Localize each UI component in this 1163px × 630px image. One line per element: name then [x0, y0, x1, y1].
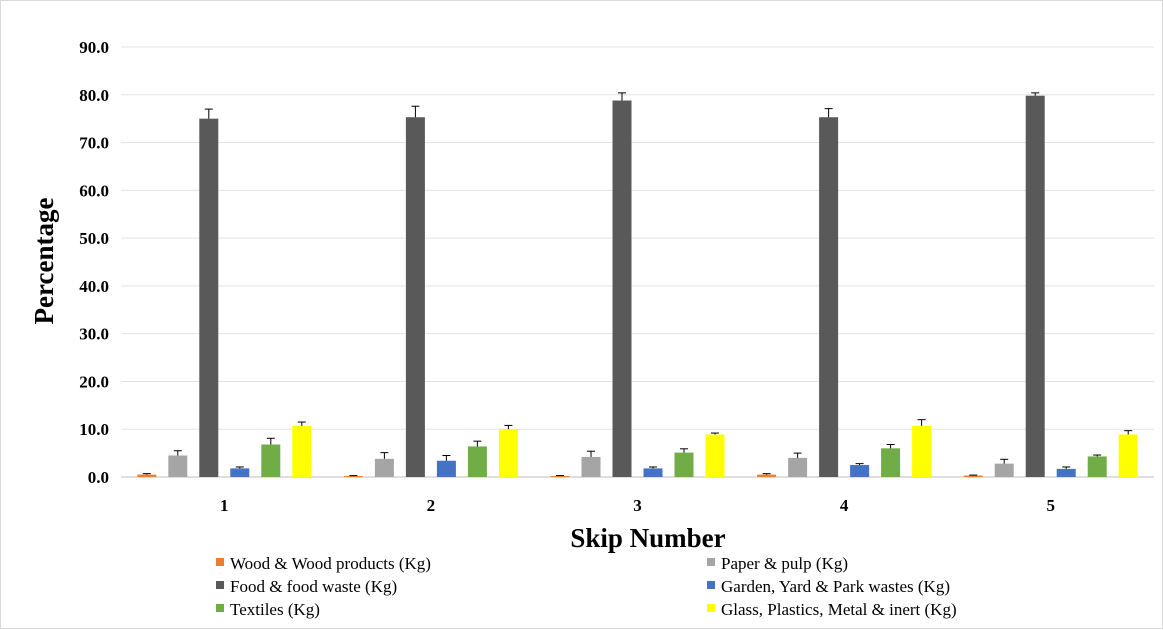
bar: [757, 474, 777, 477]
bar: [881, 448, 901, 477]
bar: [674, 452, 694, 477]
legend-swatch: [216, 604, 224, 612]
bar: [1118, 434, 1138, 477]
bar: [612, 100, 632, 477]
bar: [643, 468, 663, 477]
x-tick-label: 4: [840, 496, 849, 515]
bar: [436, 460, 456, 477]
legend-swatch: [707, 558, 715, 566]
legend-label: Wood & Wood products (Kg): [230, 554, 431, 573]
legend-swatch: [707, 581, 715, 589]
bar: [819, 117, 839, 477]
x-tick-labels: 1 2 3 4 5: [220, 496, 1055, 515]
bar: [1087, 456, 1107, 477]
y-axis-title: Percentage: [29, 198, 59, 325]
bar: [1056, 468, 1076, 477]
legend-swatch: [216, 581, 224, 589]
y-tick-label: 30.0: [79, 325, 109, 344]
bars: [137, 95, 1138, 478]
bar: [374, 458, 394, 477]
y-tick-label: 50.0: [79, 229, 109, 248]
bar: [343, 476, 363, 477]
y-tick-label: 0.0: [88, 468, 109, 487]
bar: [261, 444, 281, 477]
bar: [168, 455, 188, 477]
y-tick-label: 90.0: [79, 38, 109, 57]
bar: [1025, 95, 1045, 477]
gridlines: [121, 46, 1154, 478]
bar: [405, 117, 425, 477]
y-tick-label: 60.0: [79, 181, 109, 200]
y-tick-label: 40.0: [79, 277, 109, 296]
y-tick-label: 20.0: [79, 372, 109, 391]
legend-swatch: [707, 604, 715, 612]
legend-label: Food & food waste (Kg): [230, 577, 397, 596]
bar: [850, 465, 870, 477]
bar: [199, 118, 219, 478]
bar: [137, 474, 157, 477]
legend-label: Paper & pulp (Kg): [721, 554, 848, 573]
legend-label: Textiles (Kg): [230, 600, 320, 619]
bar: [467, 446, 487, 477]
bar: [994, 463, 1014, 477]
y-tick-label: 10.0: [79, 420, 109, 439]
bar: [788, 457, 808, 477]
x-tick-label: 5: [1046, 496, 1055, 515]
x-tick-label: 3: [633, 496, 642, 515]
y-tick-labels: 0.0 10.0 20.0 30.0 40.0 50.0 60.0 70.0 80.0 90.0: [79, 38, 109, 487]
bar: [292, 425, 312, 477]
legend-label: Garden, Yard & Park wastes (Kg): [721, 577, 950, 596]
error-bars: [142, 92, 1133, 477]
bar: [230, 468, 250, 477]
x-tick-label: 1: [220, 496, 229, 515]
bar: [912, 425, 932, 477]
x-axis-title: Skip Number: [570, 523, 725, 553]
legend: Wood & Wood products (Kg) Paper & pulp (K…: [216, 554, 957, 619]
bar: [705, 434, 725, 477]
bar: [550, 476, 570, 477]
legend-swatch: [216, 558, 224, 566]
y-tick-label: 80.0: [79, 86, 109, 105]
y-tick-label: 70.0: [79, 134, 109, 153]
bar: [498, 429, 518, 477]
bar: [581, 456, 601, 477]
legend-label: Glass, Plastics, Metal & inert (Kg): [721, 600, 957, 619]
x-tick-label: 2: [427, 496, 436, 515]
bar: [963, 475, 983, 477]
